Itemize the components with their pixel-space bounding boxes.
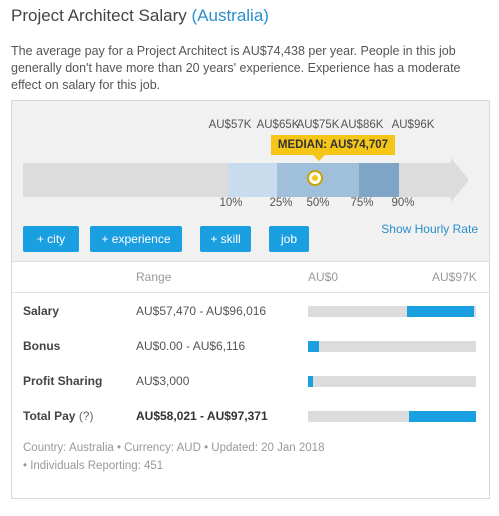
add-experience-button[interactable]: + experience: [90, 226, 182, 252]
range-bar-fill: [407, 306, 475, 317]
row-range: AU$57,470 - AU$96,016: [136, 304, 267, 318]
value-label-75: AU$86K: [340, 119, 384, 131]
salary-card: AU$57K AU$65K AU$75K AU$86K AU$96K MEDIA…: [11, 100, 490, 499]
median-badge: MEDIAN: AU$74,707: [271, 135, 395, 161]
row-range: AU$3,000: [136, 374, 190, 388]
range-bar-track: [308, 376, 476, 387]
show-hourly-rate-link[interactable]: Show Hourly Rate: [381, 222, 478, 236]
range-bar-fill: [308, 341, 319, 352]
salary-description: The average pay for a Project Architect …: [11, 44, 461, 92]
page-title: Project Architect Salary (Australia): [11, 6, 269, 26]
table-divider: [12, 292, 489, 293]
table-row: Salary AU$57,470 - AU$96,016: [12, 301, 489, 321]
range-bar-fill: [408, 411, 476, 422]
footer-meta: Country: Australia • Currency: AUD • Upd…: [23, 439, 324, 475]
job-button[interactable]: job: [269, 226, 309, 252]
percentile-50: 50%: [306, 197, 330, 209]
value-label-25: AU$65K: [256, 119, 300, 131]
row-label: Salary: [23, 304, 60, 318]
percentile-25: 25%: [269, 197, 293, 209]
footer-line-1: Country: Australia • Currency: AUD • Upd…: [23, 442, 325, 454]
table-row: Bonus AU$0.00 - AU$6,116: [12, 336, 489, 356]
value-label-50: AU$75K: [296, 119, 340, 131]
percentile-75: 75%: [350, 197, 374, 209]
table-row: Profit Sharing AU$3,000: [12, 371, 489, 391]
range-bar-fill: [308, 376, 314, 387]
row-label: Bonus: [23, 339, 61, 353]
col-header-max: AU$97K: [432, 270, 477, 284]
footer-line-2: • Individuals Reporting: 451: [23, 460, 164, 472]
value-label-10: AU$57K: [208, 119, 252, 131]
row-range: AU$58,021 - AU$97,371: [136, 409, 268, 423]
row-label: Total Pay (?): [23, 409, 93, 423]
range-bar-track: [308, 341, 476, 352]
range-segment-10-25: [228, 163, 277, 197]
help-link[interactable]: (?): [78, 409, 94, 423]
add-city-button[interactable]: + city: [23, 226, 79, 252]
range-arrow-head: [451, 158, 469, 202]
col-header-range: Range: [136, 270, 172, 284]
percentile-10: 10%: [219, 197, 243, 209]
range-bar-track: [308, 306, 476, 317]
range-segment-75-90: [359, 163, 399, 197]
table-row: Total Pay (?) AU$58,021 - AU$97,371: [12, 406, 489, 426]
title-text: Project Architect Salary: [11, 6, 187, 25]
range-bar-track: [308, 411, 476, 422]
row-label: Profit Sharing: [23, 374, 103, 388]
total-pay-label: Total Pay: [23, 409, 76, 423]
col-header-min: AU$0: [308, 270, 339, 284]
percentile-90: 90%: [391, 197, 415, 209]
row-range: AU$0.00 - AU$6,116: [136, 339, 246, 353]
value-label-90: AU$96K: [391, 119, 435, 131]
add-skill-button[interactable]: + skill: [200, 226, 251, 252]
median-marker-icon: [307, 170, 323, 186]
location-link[interactable]: (Australia): [191, 6, 269, 25]
range-panel: AU$57K AU$65K AU$75K AU$86K AU$96K MEDIA…: [12, 101, 489, 262]
